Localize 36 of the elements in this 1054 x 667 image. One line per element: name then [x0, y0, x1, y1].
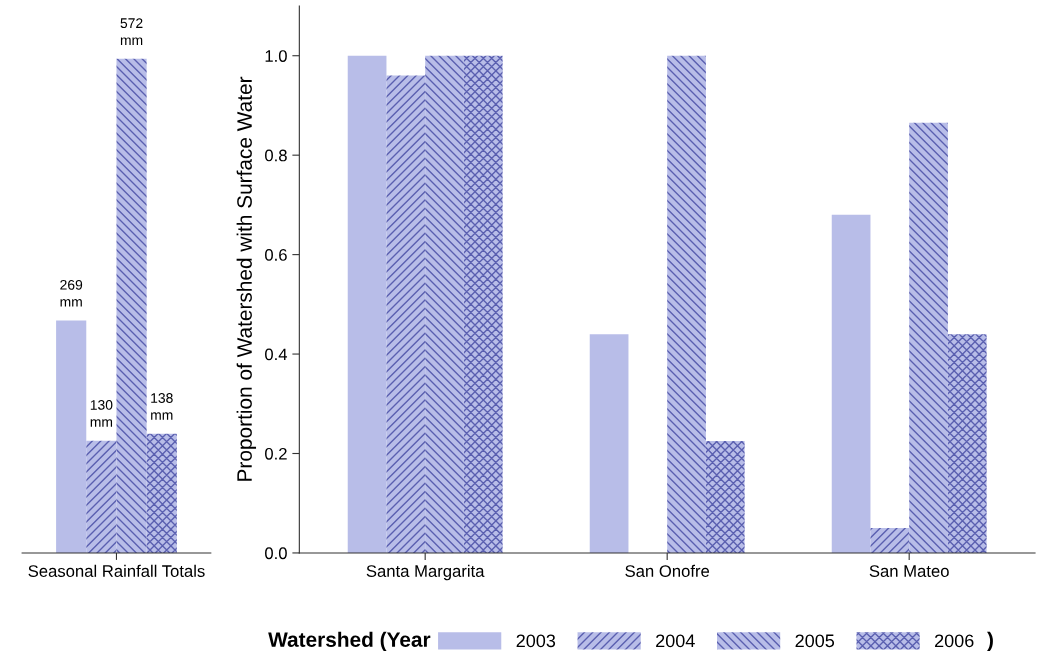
data-label: 269 mm [60, 279, 83, 307]
bar [347, 55, 387, 553]
legend-title: Watershed (Year [268, 631, 431, 652]
y-tick-label: 0.2 [265, 447, 287, 460]
legend-label: 2005 [795, 634, 835, 648]
y-tick-label: 1.0 [265, 50, 287, 62]
x-tick-label: San Onofre [625, 564, 710, 577]
bar [146, 433, 177, 553]
legend-label: 2003 [516, 634, 556, 648]
bar [947, 334, 987, 553]
bar [909, 122, 948, 553]
y-tick-label: 0.0 [265, 547, 287, 560]
bar [870, 528, 910, 553]
bar [86, 440, 117, 553]
text: ) [987, 631, 993, 652]
x-tick-label: Seasonal Rainfall Totals [28, 564, 205, 577]
bar [667, 55, 706, 553]
bar [589, 334, 629, 553]
legend-label: 2006 [935, 634, 974, 648]
y-axis-title: Proportion of Watershed with Surface Water [236, 76, 257, 481]
bar [831, 214, 871, 553]
data-label: 572 mm [120, 18, 143, 45]
legend-label: 2004 [656, 634, 695, 648]
y-tick-label: 0.4 [265, 348, 288, 361]
y-tick-label: 0.6 [265, 249, 287, 261]
bar [56, 320, 87, 553]
x-tick-label: San Mateo [869, 565, 949, 577]
bar [386, 75, 426, 553]
data-label: 130 mm [90, 399, 113, 427]
bar [425, 55, 464, 553]
x-tick-label: Santa Margarita [366, 564, 485, 581]
bar [705, 441, 745, 553]
y-tick-label: 0.8 [265, 149, 287, 162]
bar [116, 58, 147, 553]
bar [463, 55, 503, 553]
data-label: 138 mm [151, 393, 173, 420]
